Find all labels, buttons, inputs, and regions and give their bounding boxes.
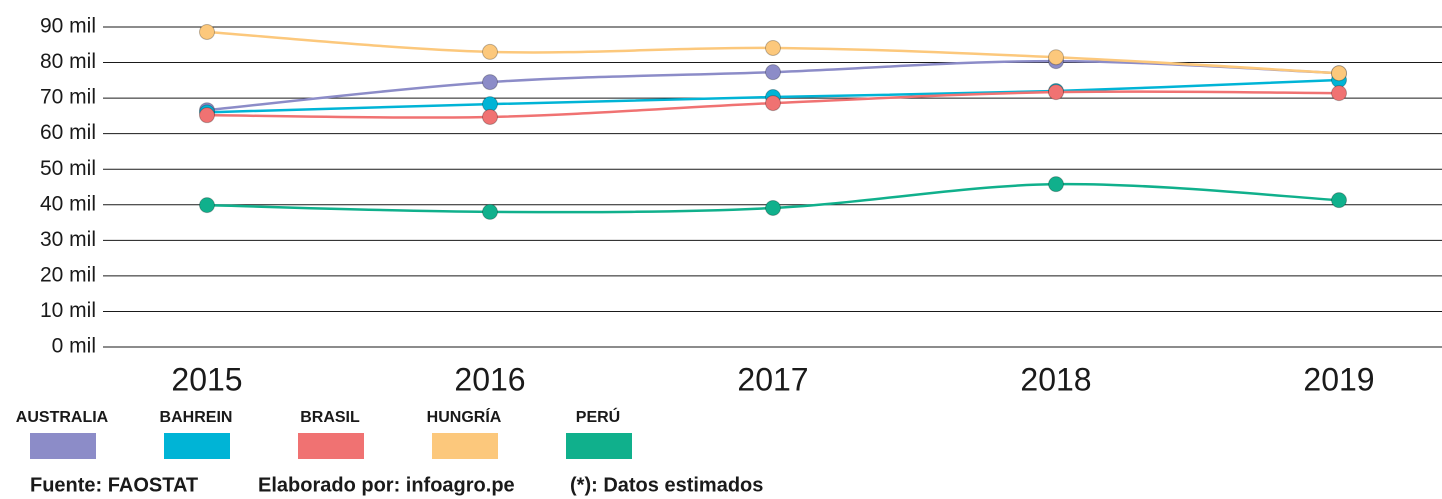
y-tick-label: 50 mil bbox=[40, 157, 96, 180]
legend-label: BAHREIN bbox=[160, 409, 233, 426]
y-tick-label: 30 mil bbox=[40, 228, 96, 251]
legend-swatch bbox=[30, 433, 96, 459]
marker bbox=[482, 108, 498, 125]
y-tick-label: 90 mil bbox=[40, 15, 96, 38]
x-tick-label: 2015 bbox=[171, 361, 242, 397]
legend-label: PERÚ bbox=[576, 407, 620, 426]
y-tick-label: 10 mil bbox=[40, 299, 96, 322]
x-tick-label: 2017 bbox=[737, 361, 808, 397]
marker bbox=[765, 39, 781, 56]
note: (*): Datos estimados bbox=[570, 474, 763, 496]
marker bbox=[199, 107, 215, 124]
source: Fuente: FAOSTAT bbox=[30, 474, 198, 496]
credit: Elaborado por: infoagro.pe bbox=[258, 474, 515, 496]
marker bbox=[482, 43, 498, 60]
marker bbox=[482, 203, 498, 220]
legend-swatch bbox=[164, 433, 230, 459]
marker bbox=[1048, 49, 1064, 66]
x-tick-label: 2019 bbox=[1303, 361, 1374, 397]
marker bbox=[1331, 192, 1347, 209]
marker bbox=[199, 23, 215, 40]
x-tick-label: 2018 bbox=[1020, 361, 1091, 397]
marker bbox=[1331, 65, 1347, 82]
legend-label: AUSTRALIA bbox=[16, 409, 109, 426]
marker bbox=[482, 74, 498, 91]
y-tick-label: 0 mil bbox=[52, 335, 96, 358]
y-tick-label: 80 mil bbox=[40, 50, 96, 73]
y-tick-label: 20 mil bbox=[40, 263, 96, 286]
marker bbox=[1331, 85, 1347, 102]
y-tick-label: 70 mil bbox=[40, 86, 96, 109]
legend-swatch bbox=[432, 433, 498, 459]
y-tick-label: 60 mil bbox=[40, 121, 96, 144]
legend-swatch bbox=[566, 433, 632, 459]
marker bbox=[765, 95, 781, 112]
marker bbox=[765, 64, 781, 81]
legend-label: HUNGRÍA bbox=[427, 407, 502, 426]
marker bbox=[199, 197, 215, 214]
x-tick-label: 2016 bbox=[454, 361, 525, 397]
marker bbox=[765, 199, 781, 216]
y-tick-label: 40 mil bbox=[40, 192, 96, 215]
marker bbox=[1048, 176, 1064, 193]
legend-label: BRASIL bbox=[300, 409, 360, 426]
marker bbox=[1048, 84, 1064, 101]
legend-swatch bbox=[298, 433, 364, 459]
